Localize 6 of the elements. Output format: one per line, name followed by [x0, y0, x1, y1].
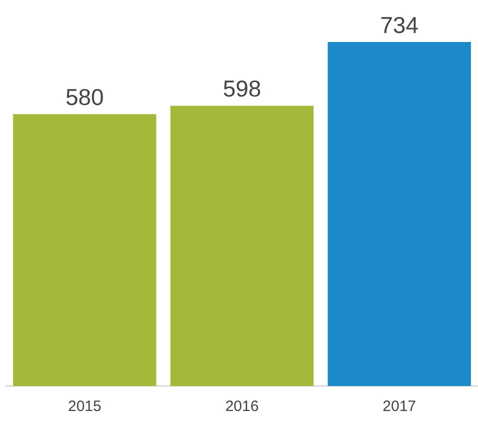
x-tick-label: 2015: [68, 398, 102, 416]
data-label: 734: [380, 12, 419, 38]
x-tick-label: 2016: [225, 398, 259, 416]
data-label: 580: [65, 84, 104, 110]
data-label: 598: [222, 76, 262, 102]
x-tick-label: 2017: [382, 398, 416, 416]
